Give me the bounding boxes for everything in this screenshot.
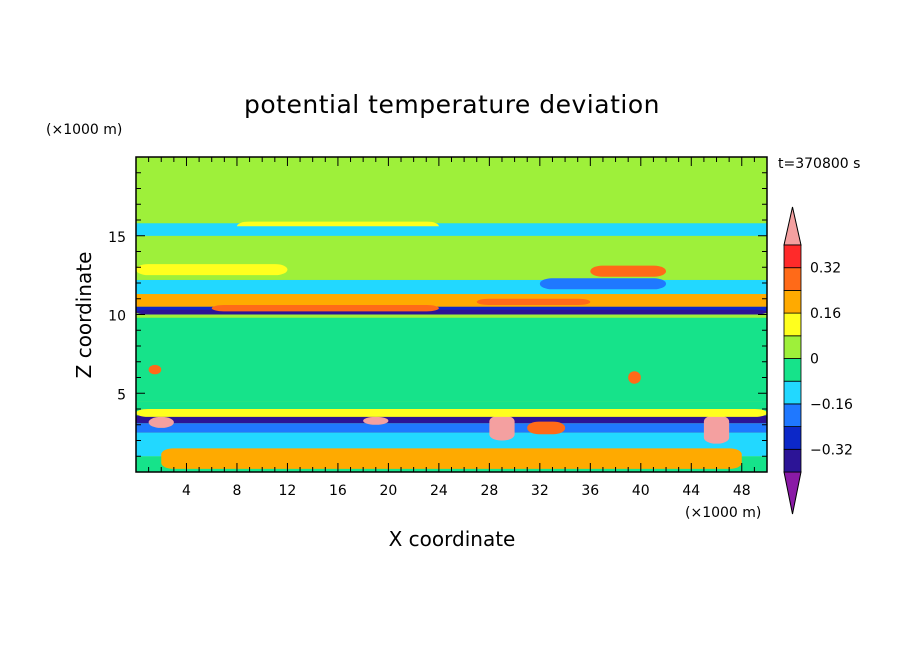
colorbar-segment	[783, 335, 802, 359]
colorbar-arrow-high	[783, 206, 802, 246]
time-label: t=370800 s	[778, 156, 860, 172]
field-patch-15	[628, 371, 641, 384]
field-band-6	[136, 312, 767, 318]
y-axis-label: Z coordinate	[72, 252, 96, 379]
y-axis-unit: (×1000 m)	[46, 122, 122, 138]
y-tick-label: 15	[108, 230, 126, 246]
field-band-3	[136, 415, 767, 424]
colorbar-segment	[783, 403, 802, 427]
y-axis: 5 10 15	[108, 172, 767, 457]
field-band-13	[136, 207, 767, 224]
field-band-11	[136, 235, 767, 260]
x-axis: 4 8 12 16 20 24 28 32 36 40 44 48	[148, 157, 755, 499]
field-band-8	[136, 294, 767, 307]
field-patch-17	[136, 409, 767, 417]
x-tick-label: 40	[632, 483, 650, 499]
x-tick-label: 20	[379, 483, 397, 499]
colorbar-tick-label: 0	[810, 352, 819, 368]
y-tick-label: 10	[108, 309, 126, 325]
field-band-5	[136, 317, 767, 402]
colorbar-tick-label: 0.16	[810, 306, 841, 322]
field-patch-4	[590, 265, 667, 277]
colorbar-segment	[783, 244, 802, 269]
x-tick-label: 44	[682, 483, 700, 499]
field-patch-16	[161, 448, 742, 469]
field-band-2	[136, 423, 767, 433]
x-tick-label: 36	[581, 483, 599, 499]
field-patch-3	[136, 264, 288, 276]
field-patch-1	[211, 305, 439, 312]
x-tick-label: 4	[182, 483, 191, 499]
field-patch-13	[527, 421, 566, 435]
colorbar-segment	[783, 312, 802, 337]
field-patch-10	[363, 416, 389, 425]
chart-title: potential temperature deviation	[244, 90, 660, 119]
x-tick-label: 12	[279, 483, 297, 499]
field-patch-12	[703, 415, 730, 444]
x-tick-label: 16	[329, 483, 347, 499]
x-tick-label: 28	[480, 483, 498, 499]
colorbar-tick-label: 0.32	[810, 261, 841, 277]
field-patch-9	[148, 416, 174, 428]
colorbar: −0.32 −0.16 0 0.16 0.32	[783, 206, 853, 515]
y-tick-label: 5	[117, 387, 126, 403]
colorbar-segment	[783, 267, 802, 291]
colorbar-segment	[783, 380, 802, 405]
field-patch-14	[148, 364, 162, 375]
colorbar-tick-label: −0.16	[810, 397, 853, 413]
field-patch-7	[136, 226, 767, 236]
field-band-14	[136, 157, 767, 208]
field-patch-8	[539, 278, 667, 290]
contour-field	[136, 157, 767, 472]
colorbar-arrow-low	[783, 471, 802, 515]
field-patch-2	[476, 298, 591, 306]
colorbar-tick-label: −0.32	[810, 442, 853, 458]
x-axis-unit: (×1000 m)	[685, 505, 761, 521]
field-patch-6	[136, 283, 767, 295]
x-tick-label: 24	[430, 483, 448, 499]
colorbar-segment	[783, 426, 802, 450]
x-tick-label: 48	[733, 483, 751, 499]
field-patch-11	[489, 415, 515, 441]
x-tick-label: 32	[531, 483, 549, 499]
x-tick-label: 8	[232, 483, 241, 499]
x-axis-label: X coordinate	[389, 527, 516, 551]
colorbar-segment	[783, 289, 802, 314]
colorbar-segment	[783, 448, 802, 473]
colorbar-segment	[783, 358, 802, 382]
